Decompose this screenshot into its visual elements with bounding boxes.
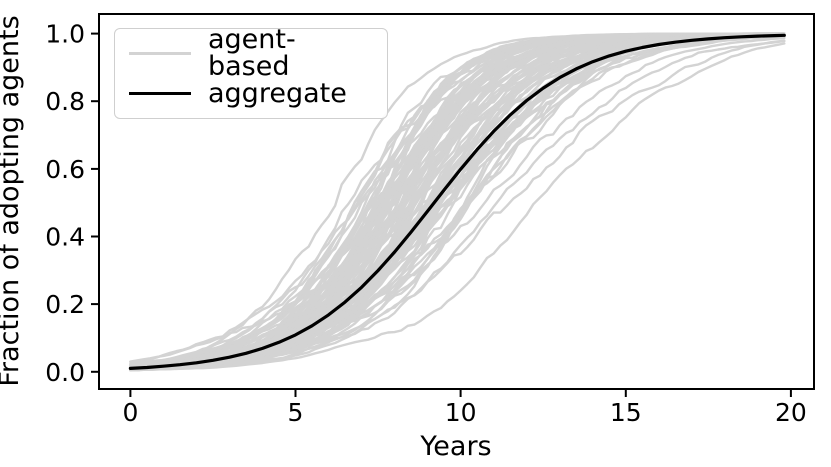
y-tick-label: 1.0 <box>45 20 85 49</box>
x-axis-label: Years <box>419 431 491 462</box>
aggregate-curve <box>128 33 786 370</box>
axis-tick-labels: 0 5 10 15 20 0.0 0.2 0.4 0.6 0.8 1.0 <box>45 20 807 427</box>
y-tick-label: 0.8 <box>45 87 85 116</box>
x-tick-label: 10 <box>445 398 477 427</box>
legend-label-aggregate: aggregate <box>208 78 347 110</box>
agent-trajectory <box>129 33 786 367</box>
y-tick-label: 0.6 <box>45 155 85 184</box>
y-axis-label: Fraction of adopting agents <box>0 15 25 386</box>
legend-label-agent-based: agent-based <box>208 24 296 83</box>
y-tick-label: 0.4 <box>45 223 85 252</box>
aggregate-line-swatch <box>129 92 191 96</box>
legend: agent-based aggregate <box>114 26 388 119</box>
agent-trajectory <box>129 42 786 372</box>
axis-ticks <box>91 32 792 397</box>
legend-item-agent-based: agent-based <box>129 26 373 80</box>
axes-frame <box>98 13 815 390</box>
agent-based-line-swatch <box>129 51 191 55</box>
aggregate-curve-group <box>128 33 786 370</box>
y-tick-label: 0.2 <box>45 290 85 319</box>
y-tick-label: 0.0 <box>45 358 85 387</box>
agent-trajectory <box>129 32 786 371</box>
x-tick-label: 5 <box>288 398 304 427</box>
x-tick-label: 20 <box>775 398 807 427</box>
x-tick-label: 0 <box>122 398 138 427</box>
x-tick-label: 15 <box>610 398 642 427</box>
legend-item-aggregate: aggregate <box>129 74 373 114</box>
